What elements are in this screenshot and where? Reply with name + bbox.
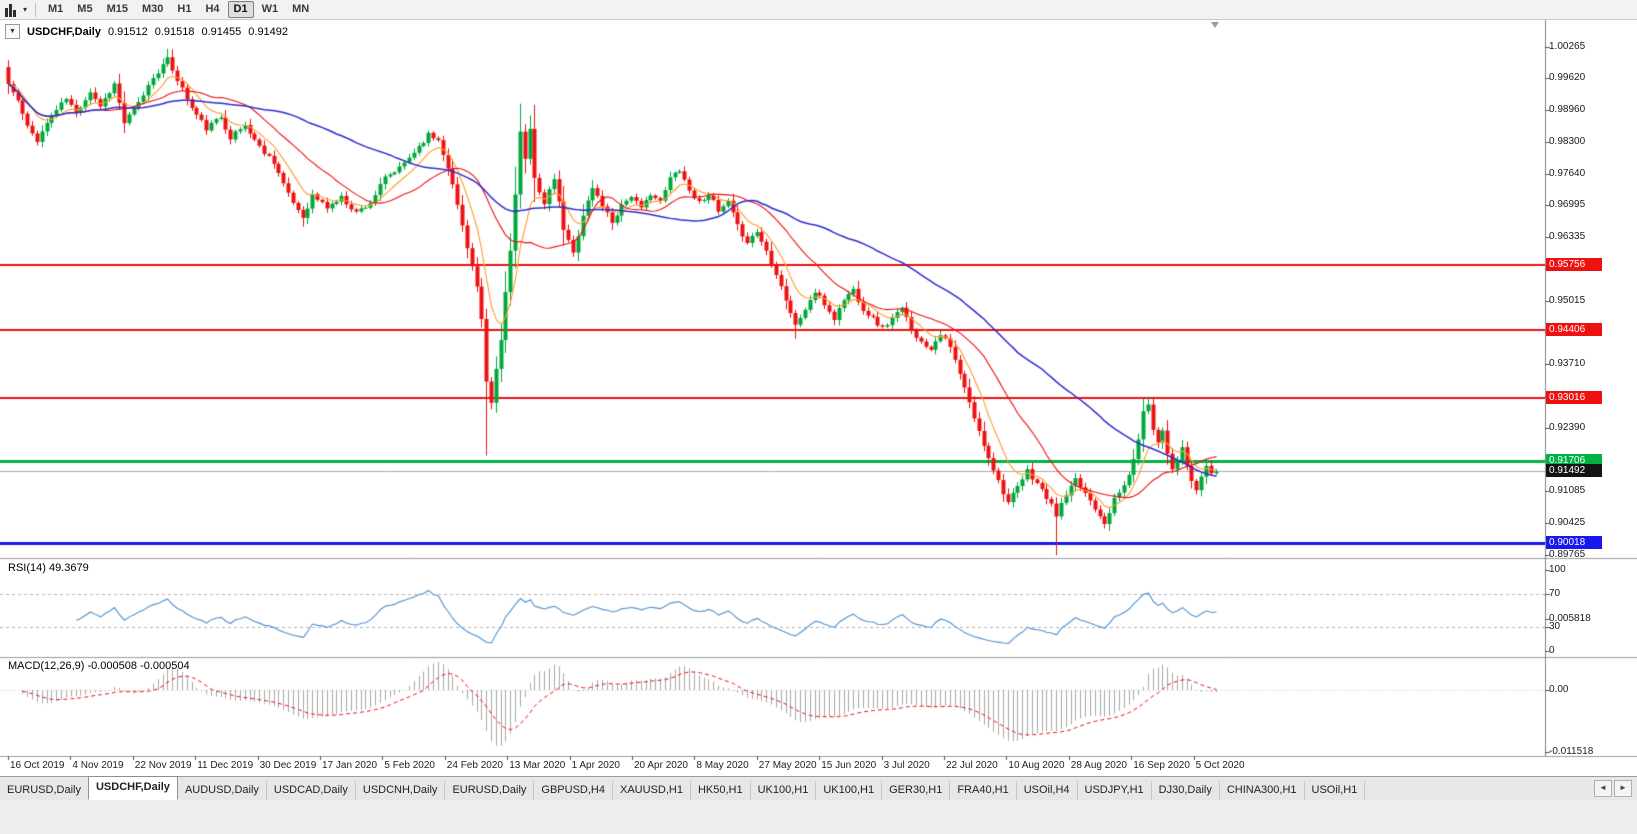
rsi-axis-tick: 0	[1549, 645, 1555, 656]
price-axis-tick: 0.97640	[1549, 168, 1586, 179]
timeframe-toolbar: ▾ M1 M5 M15 M30 H1 H4 D1 W1 MN	[0, 0, 1637, 20]
rsi-axis-tick: 100	[1549, 564, 1566, 575]
chart-tab-usoil-h1[interactable]: USOil,H1	[1305, 781, 1366, 800]
price-axis-tick: 0.96335	[1549, 231, 1586, 243]
chart-tab-uk100-h1[interactable]: UK100,H1	[816, 781, 883, 800]
chart-tabs: EURUSD,Daily USDCHF,Daily AUDUSD,Daily USDC…	[0, 776, 1366, 800]
price-axis-tick: 0.93710	[1549, 358, 1586, 370]
date-axis-label: 27 May 2020	[758, 760, 817, 771]
quote-line: ▼ USDCHF,Daily 0.91512 0.91518 0.91455 0…	[5, 24, 288, 39]
timeframe-button-m15[interactable]: M15	[101, 1, 134, 18]
date-axis-label: 28 Aug 2020	[1070, 760, 1127, 771]
chart-tab-usdcnh-daily[interactable]: USDCNH,Daily	[356, 781, 446, 800]
chart-tab-gbpusd-h4[interactable]: GBPUSD,H4	[534, 781, 613, 800]
date-axis-label: 22 Jul 2020	[946, 760, 998, 771]
date-axis-label: 4 Nov 2019	[72, 760, 124, 771]
toolbar-separator	[35, 2, 37, 17]
tabs-scroll-arrows: ◄ ►	[1589, 780, 1637, 800]
level-price-label[interactable]: 0.90018	[1546, 535, 1602, 549]
level-price-label[interactable]: 0.94406	[1546, 323, 1602, 337]
date-axis-label: 30 Dec 2019	[259, 760, 317, 771]
candlestick-chart-icon[interactable]	[4, 3, 22, 17]
price-axis-tick: 0.92390	[1549, 422, 1586, 433]
date-axis-label: 5 Oct 2020	[1195, 760, 1245, 771]
date-axis-label: 15 Jun 2020	[821, 760, 877, 771]
timeframe-button-d1[interactable]: D1	[227, 1, 254, 18]
timeframe-button-m1[interactable]: M1	[42, 1, 69, 18]
chart-tab-fra40-h1[interactable]: FRA40,H1	[950, 781, 1017, 800]
price-axis-tick: 0.90425	[1549, 517, 1586, 529]
quote-low: 0.91455	[201, 25, 242, 38]
price-axis-tick: 0.89765	[1549, 549, 1586, 560]
date-axis-label: 10 Aug 2020	[1008, 760, 1065, 771]
level-price-label[interactable]: 0.95756	[1546, 258, 1602, 272]
one-click-trading-button[interactable]: ▼	[5, 24, 20, 39]
timeframe-button-w1[interactable]: W1	[256, 1, 285, 18]
tabs-scroll-left-button[interactable]: ◄	[1594, 780, 1612, 797]
chart-shift-marker[interactable]	[1211, 22, 1219, 28]
date-axis-label: 22 Nov 2019	[134, 760, 192, 771]
chart-tab-usdchf-daily[interactable]: USDCHF,Daily	[87, 776, 178, 800]
macd-indicator-label: MACD(12,26,9) -0.000508 -0.000504	[8, 660, 190, 672]
chart-tabs-bar: EURUSD,Daily USDCHF,Daily AUDUSD,Daily USDC…	[0, 776, 1637, 800]
chart-tab-usoil-h4[interactable]: USOil,H4	[1017, 781, 1078, 800]
price-axis-tick: 0.98300	[1549, 136, 1586, 148]
chart-tab-uk100-h1[interactable]: UK100,H1	[751, 781, 817, 800]
date-axis-label: 11 Dec 2019	[197, 760, 254, 771]
date-axis-label: 8 May 2020	[696, 760, 749, 771]
chart-tab-ger30-h1[interactable]: GER30,H1	[882, 781, 951, 800]
chart-tab-dj30-daily[interactable]: DJ30,Daily	[1152, 781, 1220, 800]
timeframe-button-m30[interactable]: M30	[136, 1, 169, 18]
chart-tab-usdcad-daily[interactable]: USDCAD,Daily	[267, 781, 356, 800]
macd-axis-tick: 0.00	[1549, 684, 1569, 695]
date-axis-label: 16 Oct 2019	[10, 760, 65, 771]
chart-tab-usdjpy-h1[interactable]: USDJPY,H1	[1078, 781, 1152, 800]
price-axis-tick: 0.96995	[1549, 199, 1586, 211]
date-axis-label: 3 Jul 2020	[883, 760, 930, 771]
bottom-strip	[0, 800, 1637, 834]
price-axis-tick: 0.98960	[1549, 104, 1586, 116]
chart-tab-eurusd-daily[interactable]: EURUSD,Daily	[0, 781, 89, 800]
chart-symbol-title: USDCHF,Daily	[27, 25, 101, 38]
price-axis-tick: 1.00265	[1549, 41, 1586, 52]
chart-tab-audusd-daily[interactable]: AUDUSD,Daily	[178, 781, 267, 800]
rsi-axis-tick: 70	[1549, 588, 1561, 600]
date-axis-label: 20 Apr 2020	[634, 760, 688, 771]
macd-axis-tick: -0.011518	[1549, 745, 1594, 757]
timeframe-button-h1[interactable]: H1	[171, 1, 197, 18]
level-price-label[interactable]: 0.93016	[1546, 390, 1602, 404]
timeframe-button-m5[interactable]: M5	[71, 1, 98, 18]
chart-tab-xauusd-h1[interactable]: XAUUSD,H1	[613, 781, 691, 800]
macd-axis-tick: 0.005818	[1549, 613, 1591, 625]
chart-type-dropdown-icon[interactable]: ▾	[23, 5, 28, 14]
quote-high: 0.91518	[154, 25, 195, 38]
tabs-scroll-right-button[interactable]: ►	[1614, 780, 1632, 797]
date-axis-label: 16 Sep 2020	[1133, 760, 1190, 771]
chart-tab-eurusd-daily[interactable]: EURUSD,Daily	[445, 781, 535, 800]
bid-price-label: 0.91492	[1546, 464, 1602, 478]
level-price-label[interactable]: 0.91706	[1546, 454, 1602, 468]
chart-tab-china300-h1[interactable]: CHINA300,H1	[1220, 781, 1305, 800]
price-axis-tick: 0.91085	[1549, 485, 1586, 497]
price-axis-tick: 0.95015	[1549, 295, 1586, 306]
date-axis-label: 24 Feb 2020	[446, 760, 503, 771]
timeframe-button-h4[interactable]: H4	[199, 1, 225, 18]
date-axis-label: 17 Jan 2020	[322, 760, 378, 771]
timeframe-buttons-group: M1 M5 M15 M30 H1 H4 D1 W1 MN	[41, 1, 316, 18]
date-axis-label: 13 Mar 2020	[509, 760, 566, 771]
price-axis-tick: 0.99620	[1549, 72, 1586, 84]
rsi-axis-tick: 30	[1549, 620, 1561, 632]
date-axis-label: 1 Apr 2020	[571, 760, 620, 771]
quote-open: 0.91512	[107, 25, 148, 38]
chart-tab-hk50-h1[interactable]: HK50,H1	[691, 781, 751, 800]
date-axis-label: 5 Feb 2020	[384, 760, 435, 771]
quote-close: 0.91492	[248, 25, 289, 38]
timeframe-button-mn[interactable]: MN	[286, 1, 315, 18]
rsi-indicator-label: RSI(14) 49.3679	[8, 562, 89, 574]
